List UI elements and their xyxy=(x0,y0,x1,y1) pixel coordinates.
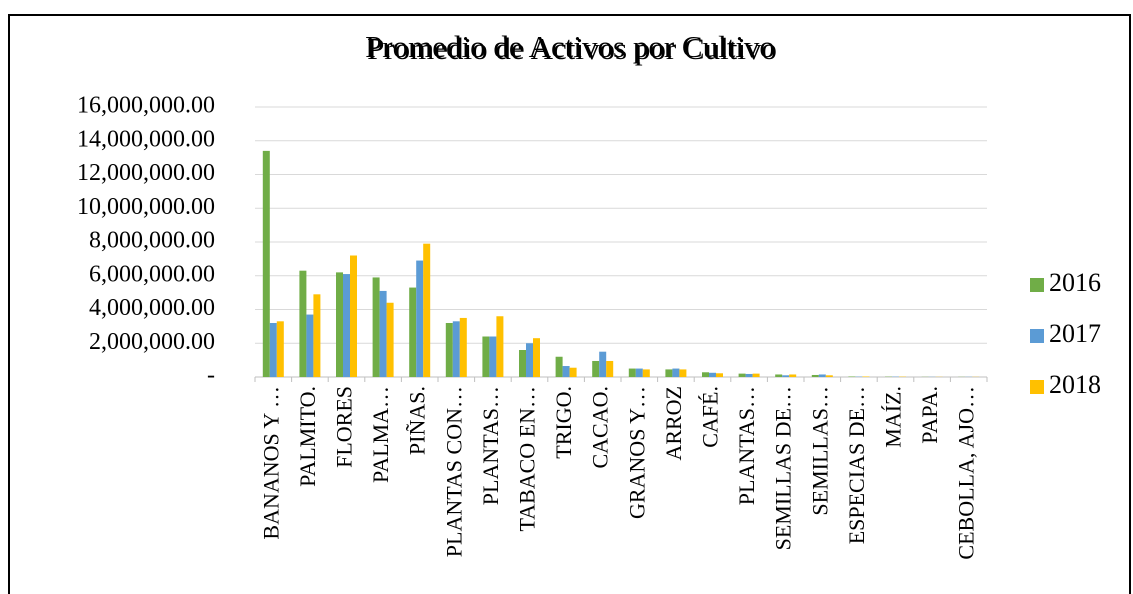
bar xyxy=(386,302,394,377)
x-tick-label: MAÍZ. xyxy=(881,386,906,448)
bar xyxy=(445,323,453,377)
y-tick-label: 8,000,000.00 xyxy=(89,228,215,254)
x-tick-label: PIÑAS. xyxy=(405,386,430,455)
bar xyxy=(789,374,797,377)
y-tick-label: 14,000,000.00 xyxy=(77,126,215,152)
bar xyxy=(782,375,790,377)
bar xyxy=(526,343,533,377)
y-tick-label: 4,000,000.00 xyxy=(89,295,215,321)
bar xyxy=(569,367,577,377)
bar xyxy=(716,373,723,377)
y-tick-label: 6,000,000.00 xyxy=(89,261,215,287)
x-tick-label: PAPA. xyxy=(917,386,942,444)
bar xyxy=(379,290,387,377)
bar xyxy=(343,274,350,377)
bar xyxy=(628,368,636,377)
bar xyxy=(276,321,284,377)
bar xyxy=(269,323,277,377)
bar xyxy=(533,338,540,377)
chart-title: Promedio de Activos por Cultivo xyxy=(365,29,775,64)
x-tick-label: PLANTAS CON… xyxy=(441,386,466,557)
x-tick-label: PLANTAS… xyxy=(734,386,759,505)
legend-swatch xyxy=(1030,380,1044,394)
x-tick-label: CACAO. xyxy=(588,386,613,469)
legend-label: 2017 xyxy=(1049,319,1101,348)
x-tick-label: PLANTAS… xyxy=(478,386,503,505)
bar xyxy=(423,243,431,377)
bar xyxy=(642,369,650,377)
bar xyxy=(452,321,460,377)
bar xyxy=(262,150,270,377)
chart-border xyxy=(8,14,1131,594)
x-tick-label: CAFÉ. xyxy=(698,386,723,448)
bar xyxy=(306,314,314,377)
x-tick-label: TABACO EN… xyxy=(515,386,540,532)
legend-label: 2016 xyxy=(1049,268,1101,297)
bar xyxy=(665,369,673,377)
legend-label: 2018 xyxy=(1049,370,1101,399)
bar xyxy=(775,374,783,377)
bar xyxy=(848,376,856,377)
y-tick-label: 2,000,000.00 xyxy=(89,329,215,355)
x-tick-label: TRIGO. xyxy=(551,386,576,459)
bar xyxy=(702,372,709,377)
bar xyxy=(811,374,819,377)
bar xyxy=(825,375,833,377)
bar xyxy=(372,277,380,377)
x-tick-label: CEBOLLA, AJO… xyxy=(954,386,979,560)
bar xyxy=(409,287,417,377)
bar xyxy=(313,294,321,377)
bar xyxy=(752,373,760,377)
bar xyxy=(489,336,497,377)
bar xyxy=(672,368,680,377)
bar xyxy=(818,374,826,377)
bar xyxy=(519,350,526,377)
bar xyxy=(336,272,343,377)
bar xyxy=(299,270,307,377)
bar xyxy=(606,360,614,377)
bar xyxy=(482,336,490,377)
x-tick-label: SEMILLAS DE… xyxy=(771,386,796,550)
x-tick-label: GRANOS Y… xyxy=(624,386,649,519)
legend-swatch xyxy=(1030,329,1044,343)
x-tick-label: BANANOS Y … xyxy=(258,386,283,540)
x-tick-label: PALMA… xyxy=(368,386,393,483)
bar xyxy=(738,373,746,377)
y-tick-label: 10,000,000.00 xyxy=(77,194,215,220)
bar xyxy=(679,369,687,377)
y-tick-label: 12,000,000.00 xyxy=(77,160,215,186)
x-tick-label: ESPECIAS DE… xyxy=(844,386,869,544)
bar xyxy=(599,351,607,377)
bar xyxy=(350,255,357,377)
bar xyxy=(862,376,870,377)
bar xyxy=(635,368,643,377)
bar xyxy=(555,356,563,377)
bar xyxy=(562,366,570,377)
bar xyxy=(592,360,600,377)
x-tick-label: ARROZ xyxy=(661,386,686,461)
chart-title-shadow: Promedio de Activos por Cultivo xyxy=(367,31,777,66)
bar xyxy=(709,372,716,377)
legend-swatch xyxy=(1030,278,1044,292)
bar xyxy=(416,260,424,377)
bar xyxy=(496,316,504,377)
y-tick-label: - xyxy=(207,363,215,389)
y-tick-label: 16,000,000.00 xyxy=(77,93,215,119)
x-tick-label: FLORES xyxy=(332,386,357,468)
x-tick-label: PALMITO. xyxy=(295,386,320,487)
bar xyxy=(459,317,467,377)
x-tick-label: SEMILLAS… xyxy=(807,386,832,516)
bar xyxy=(745,373,753,377)
